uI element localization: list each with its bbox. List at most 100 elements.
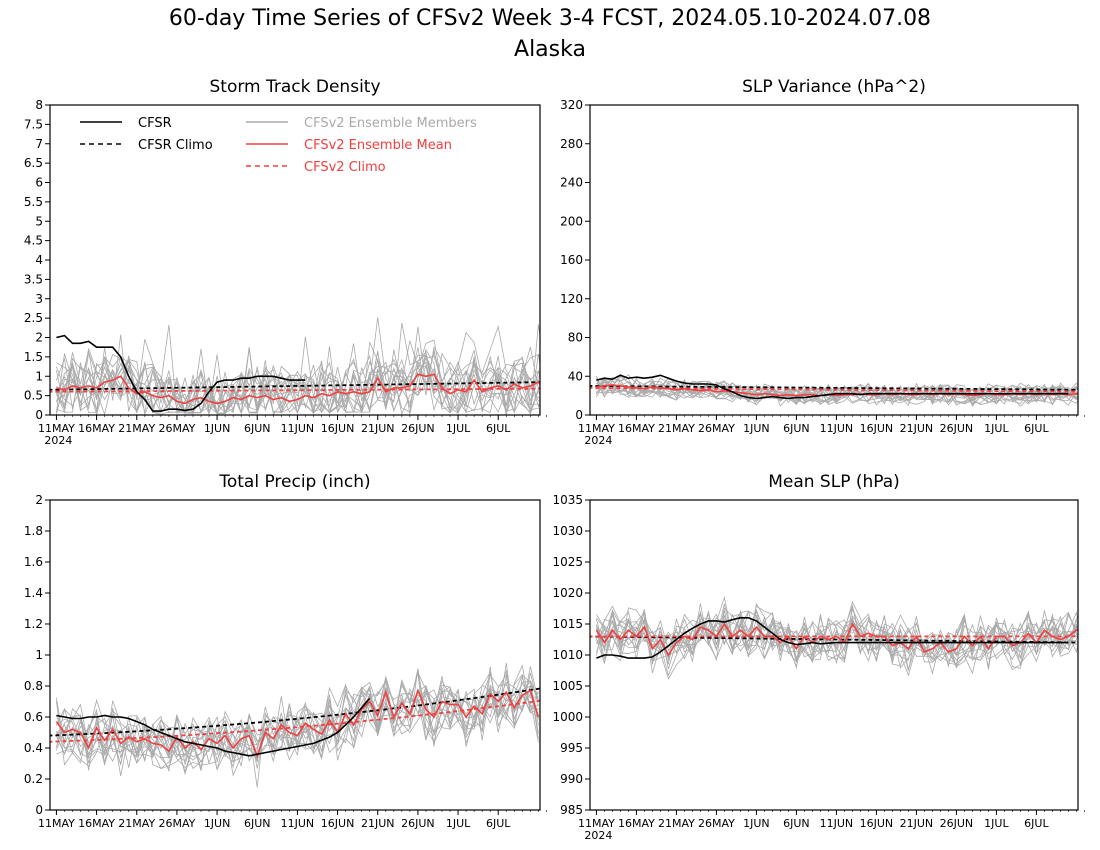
figure-subtitle: Alaska: [514, 37, 586, 62]
x-tick-label: 16JUN: [860, 817, 894, 830]
legend-label: CFSv2 Climo: [304, 160, 386, 175]
x-tick-label: 11MAY: [578, 422, 615, 435]
y-tick-label: 990: [560, 772, 583, 786]
x-tick-label: 21JUN: [900, 817, 934, 830]
legend: CFSR CFSR Climo CFSv2 Ensemble Members CFSv…: [80, 116, 477, 175]
cfsv2-ensemble-mean-line: [595, 622, 1078, 657]
chart-title: Total Precip (inch): [218, 472, 370, 492]
chart-title: SLP Variance (hPa^2): [742, 77, 926, 97]
x-tick-label: 26JUN: [401, 817, 435, 830]
y-tick-label: 1000: [552, 710, 583, 724]
ensemble-member-line: [56, 669, 539, 766]
y-tick-label: 6: [35, 176, 43, 190]
y-tick-label: 240: [560, 176, 583, 190]
x-tick-label: 6JUN: [783, 422, 810, 435]
x-tick-label: 26JUN: [940, 817, 974, 830]
y-tick-label: 120: [560, 292, 583, 306]
x-tick-label: 1JUN: [204, 422, 231, 435]
y-tick-label: 2: [35, 331, 43, 345]
y-tick-label: 1.5: [24, 350, 43, 364]
chart-panel-2: SLP Variance (hPa^2) 0 40 80 120 160 200 240 280…: [560, 77, 1085, 447]
x-year-label: 2024: [584, 829, 612, 842]
y-tick-label: 8: [35, 98, 43, 112]
cfsv2-climo-line: [50, 699, 540, 743]
y-tick-label: 1.2: [24, 617, 43, 631]
legend-label: CFSv2 Ensemble Mean: [304, 138, 452, 153]
cfsv2-ensemble-mean-line: [55, 688, 540, 759]
cfsr-line: [596, 616, 1069, 659]
y-tick-label: 7: [35, 137, 43, 151]
y-tick-label: 0: [575, 408, 583, 422]
ensemble-member-line: [596, 603, 1078, 665]
ensemble-member-line: [596, 611, 1078, 677]
x-year-label: 2024: [584, 434, 612, 447]
ensemble-members: [596, 595, 1078, 680]
ensemble-member-line: [596, 608, 1078, 680]
x-tick-label: 6JUL: [486, 817, 511, 830]
y-tick-label: 1015: [552, 617, 583, 631]
y-tick-label: 80: [568, 331, 583, 345]
cfsv2-climo-line: [50, 387, 540, 393]
y-tick-label: 1025: [552, 555, 583, 569]
x-tick-label: 11JUN: [820, 817, 854, 830]
x-tick-label: 16MAY: [618, 422, 655, 435]
y-tick-label: 0.6: [24, 710, 43, 724]
y-tick-label: 2.5: [24, 311, 43, 325]
x-tick-label: 11MAY: [578, 817, 615, 830]
ensemble-member-line: [56, 671, 539, 777]
legend-label: CFSv2 Ensemble Members: [304, 116, 477, 131]
x-tick-label: 1JUL: [984, 422, 1009, 435]
x-tick-label: 16JUN: [321, 422, 355, 435]
x-tick-label: 6JUN: [244, 422, 271, 435]
y-tick-label: 0: [35, 803, 43, 817]
x-tick-label: 1JUL: [446, 817, 471, 830]
y-tick-label: 1010: [552, 648, 583, 662]
y-tick-label: 4.5: [24, 234, 43, 248]
x-tick-label: 1JUN: [743, 817, 770, 830]
ensemble-member-line: [596, 605, 1078, 667]
y-tick-label: 1005: [552, 679, 583, 693]
y-tick-label: 1: [35, 369, 43, 383]
x-tick-label: 1JUL: [446, 422, 471, 435]
chart-panel-3: Total Precip (inch) 0 0.2 0.4 0.6 0.8 1 1.2 1.4 1…: [24, 472, 547, 830]
x-tick-label: 26JUN: [401, 422, 435, 435]
y-tick-label: 985: [560, 803, 583, 817]
x-tick-label: 6JUN: [244, 817, 271, 830]
x-tick-label: 6JUL: [486, 422, 511, 435]
x-tick-label: 21MAY: [658, 422, 695, 435]
ensemble-member-line: [596, 379, 1078, 404]
y-tick-label: 4: [35, 253, 43, 267]
y-tick-label: 3.5: [24, 272, 43, 286]
x-tick-label: 11JUN: [281, 422, 315, 435]
y-tick-label: 1020: [552, 586, 583, 600]
cfsr-line: [56, 697, 371, 757]
cfsr-climo-line: [50, 381, 540, 391]
y-tick-label: 995: [560, 741, 583, 755]
x-tick-label: 16MAY: [78, 422, 115, 435]
y-tick-label: 40: [568, 369, 583, 383]
chart-title: Mean SLP (hPa): [768, 472, 900, 492]
cfsv2-ensemble-mean-line: [596, 384, 1078, 397]
y-tick-label: 5.5: [24, 195, 43, 209]
y-tick-label: 0.4: [24, 741, 43, 755]
y-tick-label: 160: [560, 253, 583, 267]
x-tick-label: 21MAY: [658, 817, 695, 830]
x-tick-label: 1JUL: [984, 817, 1009, 830]
chart-panel-4: Mean SLP (hPa) 985 990 995 1000 1005 1010 1015 1…: [552, 472, 1085, 842]
x-tick-label: 21JUN: [900, 422, 934, 435]
cfsv2-climo-line: [590, 386, 1078, 393]
y-tick-label: 0.5: [24, 389, 43, 403]
y-tick-label: 1.4: [24, 586, 43, 600]
ensemble-members: [56, 317, 540, 415]
x-tick-label: 1JUN: [743, 422, 770, 435]
figure-title: 60-day Time Series of CFSv2 Week 3-4 FCS…: [168, 6, 932, 31]
y-tick-label: 280: [560, 137, 583, 151]
plot-area: [590, 595, 1078, 680]
ensemble-members: [56, 663, 539, 788]
x-tick-label: 6JUL: [1024, 422, 1049, 435]
ensemble-member-line: [56, 322, 540, 415]
x-tick-label: 26MAY: [698, 422, 735, 435]
x-tick-label: 16JUN: [860, 422, 894, 435]
x-tick-label: 11MAY: [38, 422, 75, 435]
